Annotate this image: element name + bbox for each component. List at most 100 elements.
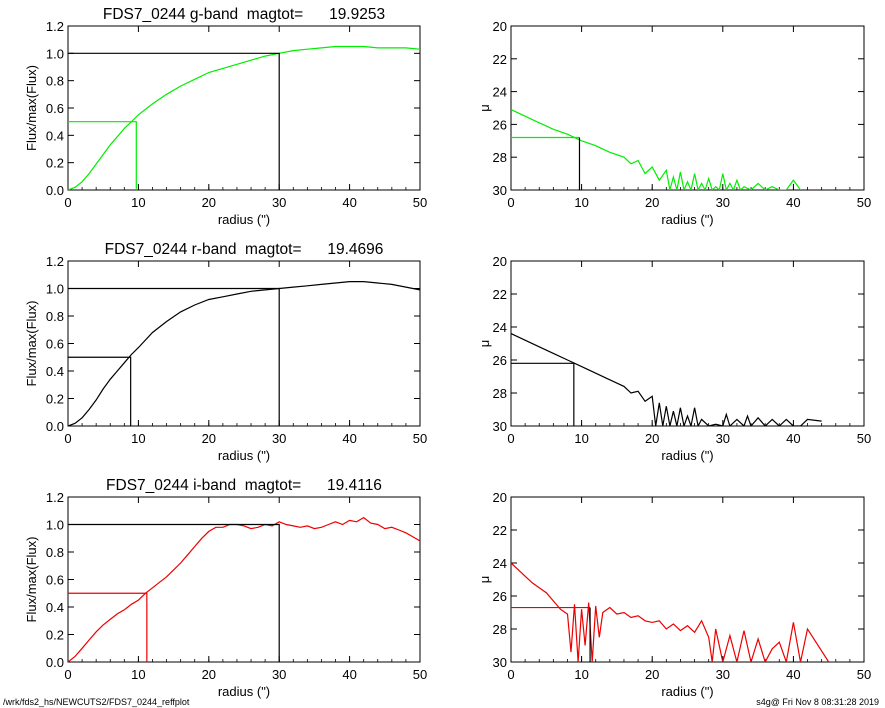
y-tick-label: 0.2	[46, 156, 64, 171]
plot-frame	[510, 260, 865, 427]
x-axis-label: radius (")	[661, 448, 713, 463]
x-tick-label: 30	[716, 431, 730, 446]
x-tick-label: 40	[786, 667, 800, 682]
x-tick-label: 0	[64, 195, 71, 210]
x-axis-label: radius (")	[218, 212, 270, 227]
panel-g-growth-curve: 0 10 20 30 40 50 0.0 0.2 0.4 0.6 0.8 1.0 1.2 radius (…	[24, 6, 427, 227]
y-axis-label: Flux/max(Flux)	[24, 65, 39, 151]
y-tick-label: 24	[493, 85, 507, 100]
chart-title: FDS7_0244 r-band magtot= 19.4696	[105, 241, 384, 258]
y-tick-label: 0.0	[46, 655, 64, 670]
y-tick-label: 28	[493, 622, 507, 637]
y-axis-label: μ	[477, 576, 492, 584]
series-line-r-band	[511, 333, 822, 426]
y-tick-label: 1.0	[46, 46, 64, 61]
y-tick-label: 20	[493, 254, 507, 269]
series-line-i-band	[68, 516, 420, 662]
x-axis-label: radius (")	[661, 684, 713, 699]
y-tick-label: 1.0	[46, 282, 64, 297]
plot-frame	[67, 260, 421, 427]
footer-file-path: /wrk/fds2_hs/NEWCUTS2/FDS7_0244_reffplot	[3, 697, 190, 707]
total-flux-marker	[68, 523, 280, 662]
y-tick-label: 0.6	[46, 101, 64, 116]
y-tick-label: 22	[493, 523, 507, 538]
x-axis-label: radius (")	[661, 212, 713, 227]
y-axis-label: Flux/max(Flux)	[24, 537, 39, 623]
x-tick-label: 20	[645, 195, 659, 210]
chart-title: FDS7_0244 g-band magtot= 19.9253	[103, 6, 385, 23]
x-tick-label: 20	[202, 195, 216, 210]
plot-frame	[510, 25, 865, 191]
x-tick-label: 50	[857, 431, 871, 446]
series-line-i-band	[511, 562, 836, 662]
x-axis-label: radius (")	[218, 684, 270, 699]
total-flux-marker	[68, 52, 280, 190]
plot-frame	[510, 496, 865, 663]
x-tick-label: 0	[64, 431, 71, 446]
x-tick-label: 0	[507, 667, 514, 682]
x-tick-label: 50	[857, 667, 871, 682]
y-tick-label: 1.2	[46, 490, 64, 505]
y-tick-label: 24	[493, 320, 507, 335]
x-tick-label: 50	[413, 431, 427, 446]
x-axis-label: radius (")	[218, 448, 270, 463]
x-tick-label: 40	[342, 195, 356, 210]
footer-timestamp: s4g@ Fri Nov 8 08:31:28 2019	[756, 697, 879, 707]
x-tick-label: 40	[342, 667, 356, 682]
y-tick-label: 0.8	[46, 309, 64, 324]
y-tick-label: 0.4	[46, 128, 64, 143]
x-tick-label: 30	[272, 195, 286, 210]
x-tick-label: 40	[342, 431, 356, 446]
y-tick-label: 1.2	[46, 254, 64, 269]
y-axis-label: μ	[477, 340, 492, 348]
x-tick-label: 50	[857, 195, 871, 210]
x-tick-label: 30	[272, 667, 286, 682]
y-tick-label: 0.4	[46, 600, 64, 615]
panel-i-growth-curve: 0 10 20 30 40 50 0.0 0.2 0.4 0.6 0.8 1.0 1.2 radius (…	[24, 477, 427, 699]
y-axis-label: μ	[477, 104, 492, 112]
plot-frame	[67, 496, 421, 663]
y-tick-label: 1.2	[46, 19, 64, 34]
plot-frame	[67, 25, 421, 191]
y-tick-label: 0.2	[46, 628, 64, 643]
y-tick-label: 0.4	[46, 364, 64, 379]
half-light-marker	[68, 592, 148, 662]
y-tick-label: 28	[493, 386, 507, 401]
chart-title: FDS7_0244 i-band magtot= 19.4116	[106, 477, 382, 494]
x-tick-label: 20	[202, 431, 216, 446]
x-tick-label: 10	[131, 195, 145, 210]
y-tick-label: 20	[493, 19, 507, 34]
x-tick-label: 10	[574, 431, 588, 446]
y-tick-label: 28	[493, 150, 507, 165]
x-tick-label: 0	[507, 431, 514, 446]
x-tick-label: 20	[202, 667, 216, 682]
x-tick-label: 20	[645, 431, 659, 446]
y-tick-label: 30	[493, 655, 507, 670]
y-tick-label: 22	[493, 287, 507, 302]
y-tick-label: 0.6	[46, 573, 64, 588]
series-line-g-band	[511, 109, 801, 190]
y-tick-label: 0.6	[46, 337, 64, 352]
y-tick-label: 0.2	[46, 392, 64, 407]
x-tick-label: 10	[131, 667, 145, 682]
half-light-marker	[68, 356, 132, 426]
y-tick-label: 0.8	[46, 74, 64, 89]
x-tick-label: 10	[574, 195, 588, 210]
x-tick-label: 20	[645, 667, 659, 682]
y-tick-label: 24	[493, 556, 507, 571]
series-line-r-band	[68, 281, 420, 426]
x-tick-label: 30	[716, 195, 730, 210]
x-tick-label: 40	[786, 431, 800, 446]
x-tick-label: 50	[413, 195, 427, 210]
y-tick-label: 30	[493, 183, 507, 198]
x-tick-label: 0	[64, 667, 71, 682]
x-tick-label: 0	[507, 195, 514, 210]
panel-r-growth-curve: 0 10 20 30 40 50 0.0 0.2 0.4 0.6 0.8 1.0 1.2 radius (…	[24, 241, 427, 463]
y-tick-label: 26	[493, 589, 507, 604]
x-tick-label: 30	[272, 431, 286, 446]
y-tick-label: 0.0	[46, 183, 64, 198]
